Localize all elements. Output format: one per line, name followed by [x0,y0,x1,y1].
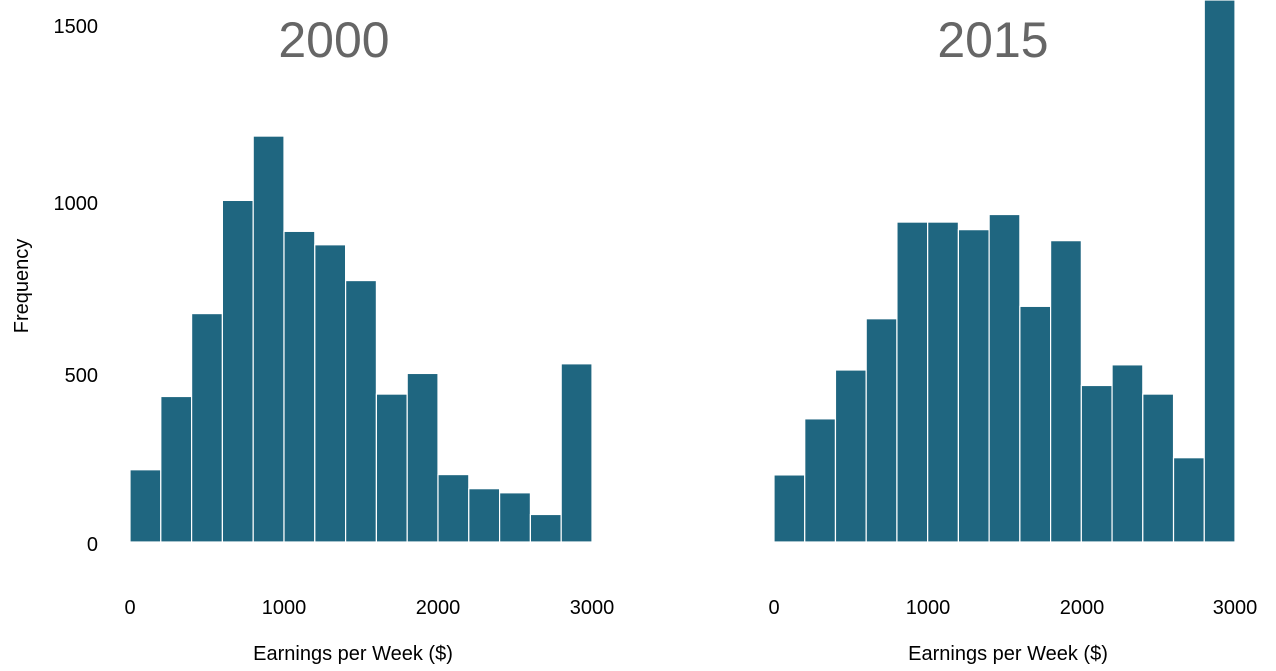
histogram-bar [896,221,929,543]
histogram-bar [437,473,470,543]
histogram-bar [957,229,990,543]
histogram-bar [314,244,347,543]
y-tick-label: 500 [65,365,98,387]
histogram-bar [375,393,408,543]
x-axis-title: Earnings per Week ($) [908,643,1108,665]
histogram-bar [1203,0,1236,543]
histogram-bar [1172,457,1205,543]
panel-2015: 2015 0 1000 2000 3000 Earnings per Week … [768,0,1257,665]
histogram-bar [834,369,867,543]
histogram-bar [529,513,562,543]
histogram-bar [345,279,378,543]
histogram-bar [283,230,316,543]
histogram-bar [804,418,837,543]
histogram-bar [499,492,532,543]
x-tick-label: 0 [124,597,135,619]
x-tick-label: 3000 [570,597,615,619]
histogram-bar [1111,364,1144,543]
x-tick-label: 2000 [416,597,461,619]
histogram-bar [221,199,254,543]
histogram-bars-2015 [773,0,1236,543]
x-tick-label: 0 [768,597,779,619]
histogram-bar [1019,305,1052,543]
histogram-bar [560,363,593,543]
x-tick-label: 3000 [1213,597,1258,619]
y-axis-title: Frequency [11,239,33,334]
histogram-bar [191,312,224,543]
histogram-bar [865,318,898,543]
x-tick-label: 1000 [906,597,951,619]
x-tick-label: 1000 [262,597,307,619]
x-tick-label: 2000 [1060,597,1105,619]
histogram-bar [468,488,501,543]
x-axis-title: Earnings per Week ($) [253,643,453,665]
panel-2000: 2000 1500 1000 500 0 Frequency 0 1000 20… [11,12,614,665]
histogram-bar [406,372,439,543]
histogram-bar [160,395,193,543]
histogram-bar [1049,240,1082,543]
histogram-bar [129,469,162,543]
y-tick-label: 1000 [54,193,99,215]
panel-title-2000: 2000 [278,12,389,68]
histogram-bar [988,213,1021,543]
y-tick-label: 1500 [54,16,99,38]
y-tick-label: 0 [87,534,98,556]
histogram-bar [773,474,806,543]
histogram-bar [1142,393,1175,543]
histogram-bar [1080,384,1113,543]
histogram-bars-2000 [129,135,593,543]
histogram-bar [252,135,285,543]
histogram-bar [927,221,960,543]
panel-title-2015: 2015 [937,12,1048,68]
